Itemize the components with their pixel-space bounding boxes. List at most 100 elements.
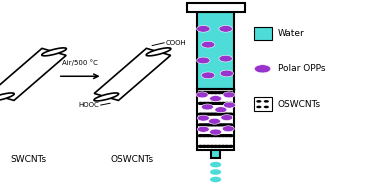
Circle shape (227, 145, 234, 148)
Circle shape (197, 123, 204, 126)
Circle shape (216, 102, 223, 105)
Circle shape (197, 113, 204, 116)
Circle shape (210, 129, 222, 135)
Circle shape (201, 123, 208, 126)
Circle shape (264, 106, 269, 108)
Text: COOH: COOH (166, 40, 187, 46)
Circle shape (197, 91, 204, 94)
Circle shape (223, 113, 230, 116)
Circle shape (223, 102, 230, 105)
Bar (197, 89, 234, 150)
Circle shape (220, 70, 233, 77)
Circle shape (196, 92, 208, 98)
Circle shape (223, 102, 235, 108)
Circle shape (227, 113, 234, 116)
Ellipse shape (94, 93, 119, 101)
Bar (254, 97, 272, 111)
Circle shape (223, 145, 230, 148)
Circle shape (209, 91, 215, 94)
Circle shape (216, 134, 223, 137)
Circle shape (216, 113, 223, 116)
Ellipse shape (146, 48, 171, 56)
Circle shape (216, 123, 223, 126)
Circle shape (197, 145, 204, 148)
Circle shape (201, 104, 213, 110)
Ellipse shape (0, 93, 14, 101)
Circle shape (197, 134, 204, 137)
Circle shape (209, 134, 215, 137)
Circle shape (212, 134, 219, 137)
Circle shape (219, 25, 232, 32)
Circle shape (220, 145, 226, 148)
Circle shape (201, 72, 215, 79)
Circle shape (210, 169, 221, 175)
Circle shape (227, 102, 234, 105)
Circle shape (210, 177, 221, 182)
Circle shape (197, 57, 210, 64)
Circle shape (210, 96, 222, 102)
Circle shape (227, 123, 234, 126)
Circle shape (209, 123, 215, 126)
Circle shape (264, 100, 269, 103)
Circle shape (219, 55, 232, 62)
Polygon shape (0, 48, 66, 100)
Circle shape (210, 162, 221, 167)
Circle shape (205, 145, 211, 148)
Polygon shape (94, 48, 170, 100)
Circle shape (212, 102, 219, 105)
Circle shape (209, 102, 215, 105)
Circle shape (216, 91, 223, 94)
Bar (254, 27, 272, 41)
Circle shape (205, 113, 211, 116)
Circle shape (197, 102, 204, 105)
Circle shape (205, 91, 211, 94)
Text: OSWCNTs: OSWCNTs (278, 100, 321, 109)
Bar (211, 150, 220, 158)
Text: Air/500 °C: Air/500 °C (62, 59, 98, 66)
Circle shape (201, 113, 208, 116)
Circle shape (227, 91, 234, 94)
Circle shape (220, 91, 226, 94)
Circle shape (256, 100, 261, 103)
Circle shape (222, 126, 234, 132)
Circle shape (212, 123, 219, 126)
Circle shape (254, 65, 271, 73)
Circle shape (212, 91, 219, 94)
Circle shape (256, 106, 261, 108)
Text: HOOC: HOOC (78, 102, 99, 108)
Circle shape (212, 145, 219, 148)
Circle shape (201, 145, 208, 148)
Circle shape (201, 91, 208, 94)
Circle shape (205, 102, 211, 105)
Circle shape (223, 92, 235, 98)
Circle shape (201, 41, 215, 48)
Circle shape (197, 126, 209, 132)
Circle shape (223, 91, 230, 94)
Circle shape (220, 113, 226, 116)
Circle shape (205, 134, 211, 137)
Ellipse shape (42, 48, 66, 56)
Circle shape (197, 115, 209, 121)
Text: Water: Water (278, 29, 305, 38)
Circle shape (197, 25, 210, 32)
Bar (197, 12, 234, 89)
Circle shape (223, 134, 230, 137)
Circle shape (220, 102, 226, 105)
Circle shape (209, 113, 215, 116)
Circle shape (220, 123, 226, 126)
Circle shape (212, 113, 219, 116)
Circle shape (221, 115, 233, 121)
Text: Polar OPPs: Polar OPPs (278, 64, 325, 73)
Circle shape (201, 102, 208, 105)
Circle shape (227, 134, 234, 137)
Circle shape (215, 107, 227, 113)
Text: SWCNTs: SWCNTs (10, 155, 46, 164)
Bar (186, 3, 245, 12)
Circle shape (223, 123, 230, 126)
Circle shape (205, 123, 211, 126)
Circle shape (220, 134, 226, 137)
Circle shape (209, 118, 220, 124)
Circle shape (216, 145, 223, 148)
Circle shape (209, 145, 215, 148)
Text: OSWCNTs: OSWCNTs (111, 155, 154, 164)
